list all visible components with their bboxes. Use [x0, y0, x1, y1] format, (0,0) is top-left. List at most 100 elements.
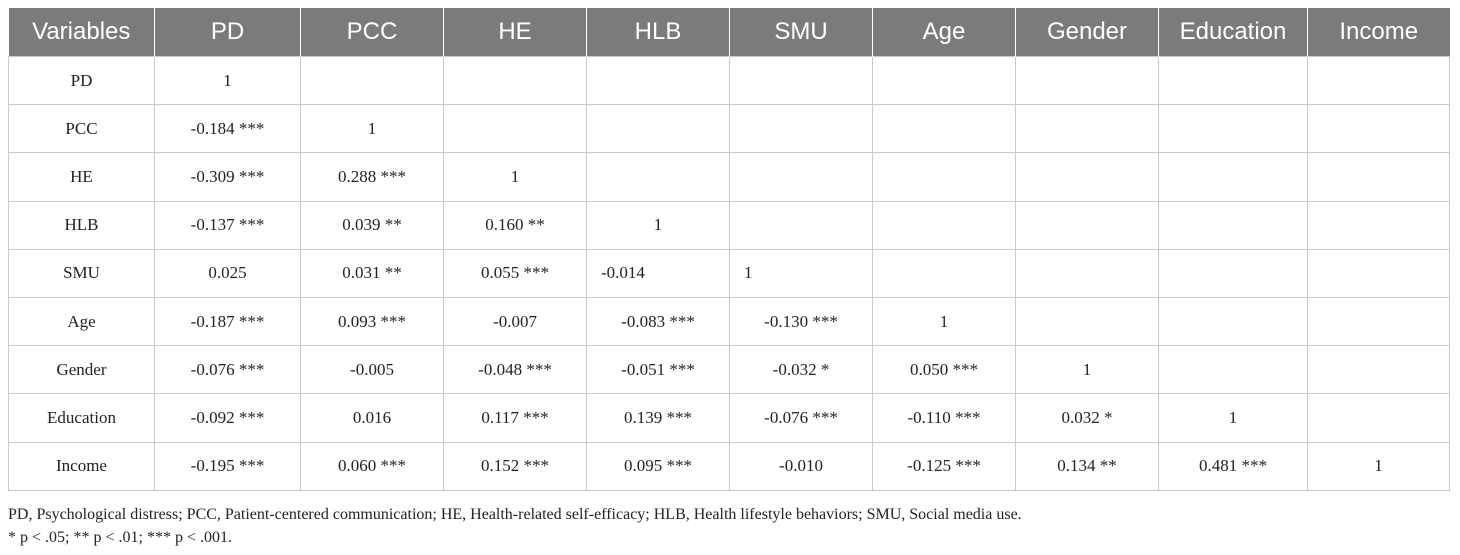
table-notes: PD, Psychological distress; PCC, Patient… [8, 503, 1449, 549]
table-cell: 0.031 ** [300, 248, 444, 298]
table-cell: 1 [872, 296, 1016, 347]
table-cell [1015, 248, 1159, 298]
table-cell: 0.016 [300, 393, 444, 443]
table-cell: 0.055 *** [443, 248, 587, 298]
column-header-smu: SMU [729, 8, 873, 57]
table-cell: 0.134 ** [1015, 441, 1159, 491]
table-cell: 0.032 * [1015, 393, 1159, 443]
table-cell [1307, 296, 1450, 347]
table-cell [1158, 345, 1308, 395]
table-cell: 1 [586, 200, 730, 250]
table-cell [1307, 248, 1450, 298]
table-cell [1307, 55, 1450, 106]
table-cell: -0.125 *** [872, 441, 1016, 491]
table-cell [443, 104, 587, 154]
table-cell: 0.093 *** [300, 296, 444, 347]
row-label: HE [8, 152, 155, 202]
table-cell: 1 [443, 152, 587, 202]
table-cell: -0.007 [443, 296, 587, 347]
table-cell [1158, 296, 1308, 347]
row-label: Age [8, 296, 155, 347]
table-cell: 1 [1015, 345, 1159, 395]
table-row: Gender -0.076 *** -0.005 -0.048 *** -0.051 *… [8, 345, 1450, 395]
column-header-education: Education [1158, 8, 1308, 57]
table-cell [872, 200, 1016, 250]
table-cell: 1 [729, 248, 873, 298]
table-cell: -0.187 *** [154, 296, 301, 347]
table-cell [872, 248, 1016, 298]
table-cell: -0.184 *** [154, 104, 301, 154]
table-row: SMU 0.025 0.031 ** 0.055 *** -0.014 1 [8, 248, 1450, 298]
table-row: HE -0.309 *** 0.288 *** 1 [8, 152, 1450, 202]
table-cell: -0.309 *** [154, 152, 301, 202]
table-cell [729, 104, 873, 154]
table-cell [586, 104, 730, 154]
table-cell [1158, 152, 1308, 202]
table-cell: 1 [300, 104, 444, 154]
table-cell [872, 104, 1016, 154]
table-cell: -0.005 [300, 345, 444, 395]
table-cell: -0.083 *** [586, 296, 730, 347]
table-cell: -0.092 *** [154, 393, 301, 443]
abbreviations-note: PD, Psychological distress; PCC, Patient… [8, 505, 1022, 523]
column-header-hlb: HLB [586, 8, 730, 57]
table-cell: -0.032 * [729, 345, 873, 395]
column-header-pd: PD [154, 8, 301, 57]
column-header-pcc: PCC [300, 8, 444, 57]
table-cell: -0.076 *** [729, 393, 873, 443]
column-header-variables: Variables [8, 8, 155, 57]
table-cell: -0.076 *** [154, 345, 301, 395]
table-cell [729, 55, 873, 106]
row-label: HLB [8, 200, 155, 250]
table-cell: 1 [1158, 393, 1308, 443]
table-cell: -0.110 *** [872, 393, 1016, 443]
table-cell [1158, 55, 1308, 106]
table-cell [872, 55, 1016, 106]
correlation-table: Variables PD PCC HE HLB SMU Age Gender Education… [8, 8, 1450, 491]
table-cell: -0.195 *** [154, 441, 301, 491]
table-cell [1307, 200, 1450, 250]
table-cell [1158, 104, 1308, 154]
column-header-gender: Gender [1015, 8, 1159, 57]
row-label: Income [8, 441, 155, 491]
table-cell [1307, 104, 1450, 154]
table-cell: 0.117 *** [443, 393, 587, 443]
table-cell [1307, 345, 1450, 395]
table-cell [872, 152, 1016, 202]
table-cell [1158, 248, 1308, 298]
table-cell [1158, 200, 1308, 250]
column-header-income: Income [1307, 8, 1450, 57]
table-cell: 0.139 *** [586, 393, 730, 443]
table-cell: -0.014 [586, 248, 730, 298]
table-cell: 0.095 *** [586, 441, 730, 491]
column-header-age: Age [872, 8, 1016, 57]
table-row: PCC -0.184 *** 1 [8, 104, 1450, 154]
table-row: Income -0.195 *** 0.060 *** 0.152 *** 0.095 … [8, 441, 1450, 491]
table-cell: 0.160 ** [443, 200, 587, 250]
correlation-table-container: Variables PD PCC HE HLB SMU Age Gender Education… [8, 8, 1450, 549]
table-cell [1015, 104, 1159, 154]
table-cell [1015, 55, 1159, 106]
table-cell: 0.025 [154, 248, 301, 298]
table-cell [1015, 296, 1159, 347]
table-cell [586, 55, 730, 106]
table-cell: 0.050 *** [872, 345, 1016, 395]
table-cell [1015, 200, 1159, 250]
table-cell [443, 55, 587, 106]
table-cell [586, 152, 730, 202]
table-cell: -0.048 *** [443, 345, 587, 395]
table-row: Age -0.187 *** 0.093 *** -0.007 -0.083 *** -0… [8, 296, 1450, 347]
table-row: PD 1 [8, 55, 1450, 106]
table-cell [1015, 152, 1159, 202]
table-cell: 0.288 *** [300, 152, 444, 202]
table-cell: 1 [154, 55, 301, 106]
row-label: Gender [8, 345, 155, 395]
table-header-row: Variables PD PCC HE HLB SMU Age Gender Education… [8, 8, 1450, 57]
table-cell [729, 200, 873, 250]
row-label: PCC [8, 104, 155, 154]
table-cell [729, 152, 873, 202]
table-cell: -0.137 *** [154, 200, 301, 250]
table-cell [300, 55, 444, 106]
table-cell [1307, 152, 1450, 202]
table-cell [1307, 393, 1450, 443]
